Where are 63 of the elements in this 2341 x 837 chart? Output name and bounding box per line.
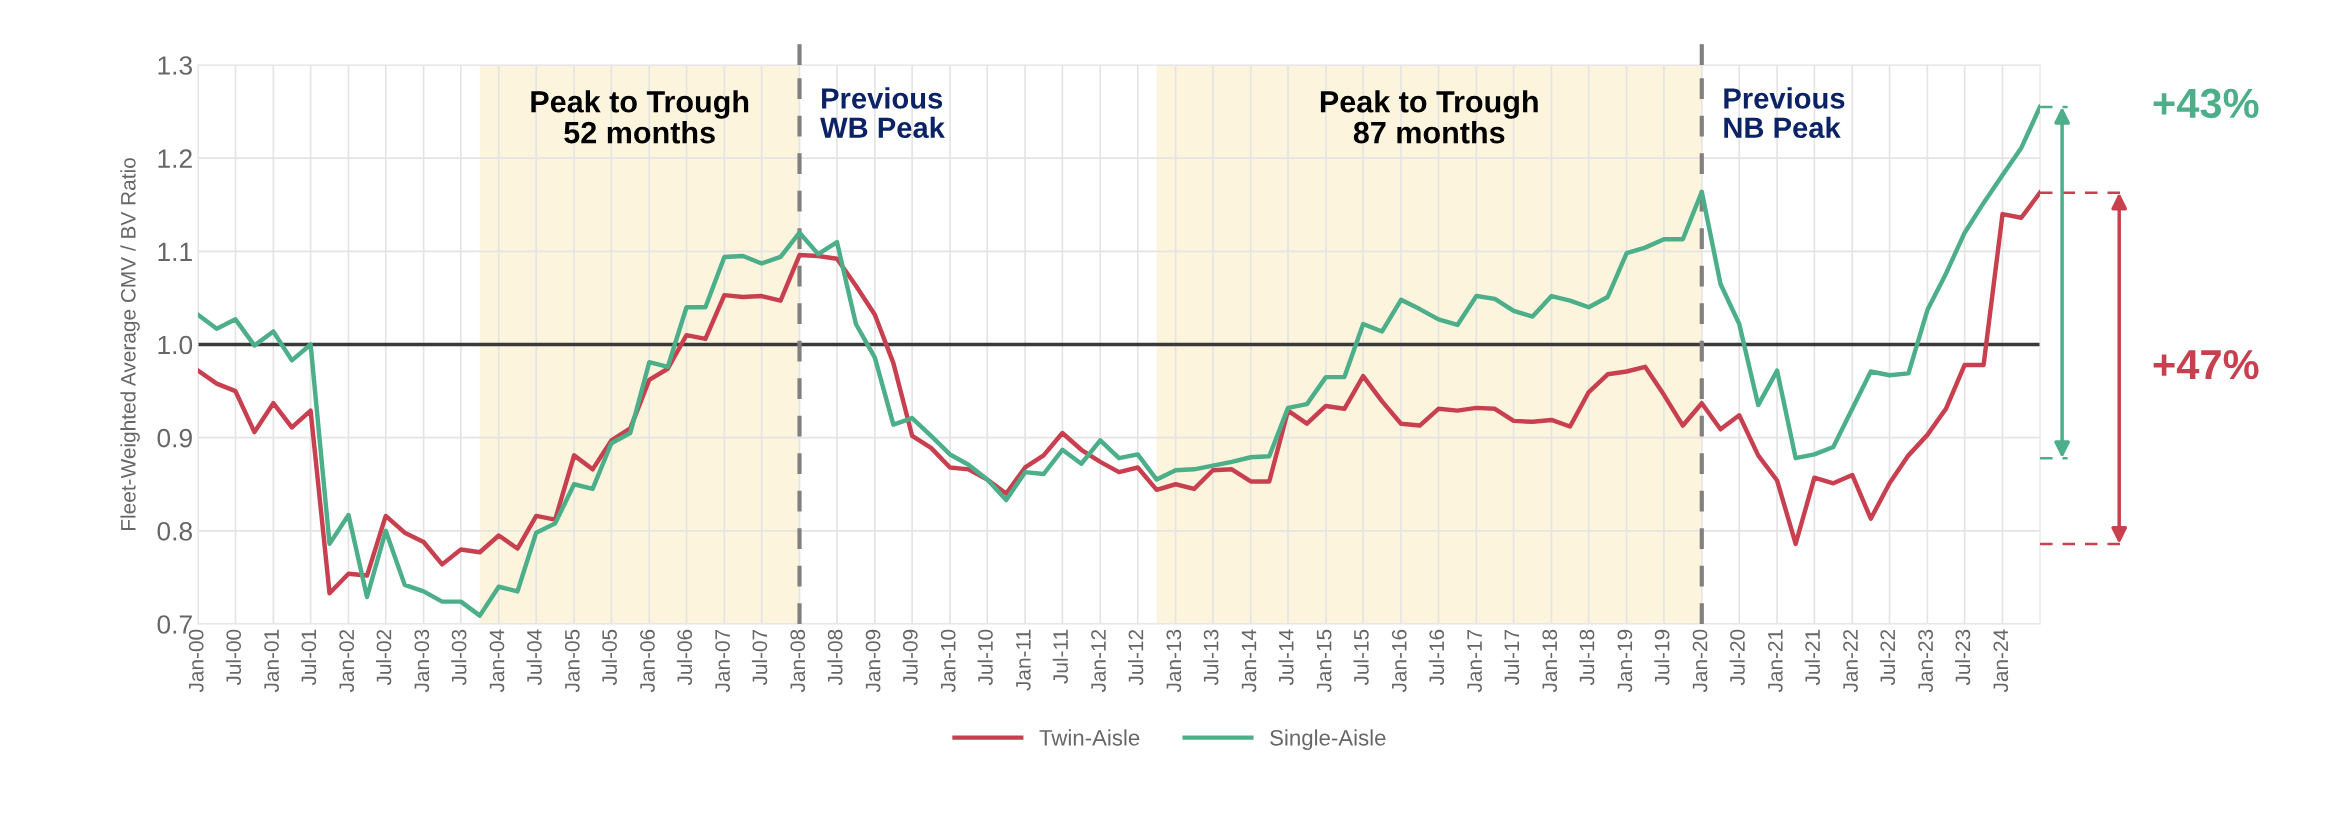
y-tick-label: 0.9 (157, 428, 192, 448)
band-label: Peak to Trough 52 months (531, 90, 749, 144)
x-tick-label: Jul-17 (1503, 629, 1520, 686)
x-tick-label: Jan-11 (1016, 629, 1031, 691)
ref-line-label: Previous WB Peak (820, 87, 945, 139)
ref-line-label: Previous NB Peak (1724, 87, 1845, 139)
x-tick-label: Jan-03 (414, 629, 430, 693)
y-tick-label: 1.3 (158, 56, 192, 75)
x-tick-label: Jul-22 (1879, 629, 1896, 686)
x-tick-label: Jul-08 (827, 629, 843, 686)
x-tick-label: Jul-12 (1128, 629, 1144, 686)
x-tick-label: Jul-01 (300, 629, 317, 686)
x-tick-label: Jan-07 (715, 629, 730, 693)
x-tick-label: Jul-04 (526, 629, 542, 686)
x-tick-label: Jul-19 (1654, 629, 1670, 686)
x-tick-label: Jan-18 (1542, 629, 1558, 693)
x-tick-label: Jan-14 (1241, 629, 1257, 693)
text: +47% (2153, 350, 2259, 380)
x-tick-label: Jan-15 (1316, 629, 1332, 693)
x-tick-label: Jul-11 (1052, 629, 1068, 684)
x-tick-label: Jul-07 (751, 629, 768, 686)
legend-label: Single-Aisle (1270, 729, 1386, 751)
x-tick-label: Jul-18 (1579, 629, 1595, 686)
x-tick-label: Jan-13 (1166, 629, 1182, 693)
x-tick-label: Jan-16 (1391, 629, 1407, 693)
x-tick-label: Jan-02 (339, 629, 355, 693)
x-tick-label: Jan-08 (790, 629, 806, 693)
x-tick-label: Jul-15 (1353, 629, 1369, 686)
y-tick-label: 1.2 (158, 149, 192, 168)
x-tick-label: Jan-19 (1617, 629, 1633, 693)
x-tick-label: Jul-14 (1278, 629, 1294, 686)
y-tick-label: 1.1 (158, 242, 192, 261)
x-tick-label: Jan-10 (940, 629, 956, 693)
y-tick-label: 0.8 (157, 521, 192, 541)
x-tick-label: Jul-05 (601, 629, 617, 686)
x-tick-label: Jan-12 (1091, 629, 1106, 693)
y-axis-title: Fleet-Weighted Average CMV / BV Ratio (120, 158, 140, 530)
x-tick-label: Jul-02 (376, 629, 392, 686)
x-tick-label: Jan-22 (1843, 629, 1858, 693)
x-tick-label: Jan-23 (1918, 629, 1933, 693)
x-tick-label: Jan-06 (640, 629, 655, 693)
x-tick-label: Jul-09 (902, 629, 918, 686)
x-tick-label: Jul-21 (1804, 629, 1820, 686)
x-tick-label: Jul-16 (1428, 629, 1445, 686)
x-tick-label: Jul-10 (977, 629, 993, 686)
legend-label: Twin-Aisle (1039, 729, 1140, 746)
x-tick-label: Jan-09 (865, 629, 881, 693)
text: +43% (2153, 88, 2259, 119)
x-tick-label: Jan-21 (1767, 629, 1783, 693)
x-tick-label: Jul-00 (225, 629, 242, 686)
x-tick-label: Jan-24 (1993, 629, 2009, 693)
band-label: Peak to Trough 87 months (1320, 90, 1538, 144)
y-tick-label: 1.0 (158, 335, 193, 355)
x-tick-label: Jan-17 (1467, 629, 1482, 693)
x-tick-label: Jan-01 (264, 629, 279, 693)
x-tick-label: Jan-20 (1692, 629, 1708, 693)
x-tick-label: Jul-20 (1729, 629, 1745, 686)
x-tick-label: Jan-04 (489, 629, 505, 693)
x-tick-label: Jul-06 (676, 629, 693, 686)
x-tick-label: Jul-23 (1954, 629, 1971, 686)
x-tick-label: Jul-03 (451, 629, 467, 686)
x-tick-label: Jan-05 (564, 629, 580, 693)
x-tick-label: Jul-13 (1203, 629, 1219, 686)
